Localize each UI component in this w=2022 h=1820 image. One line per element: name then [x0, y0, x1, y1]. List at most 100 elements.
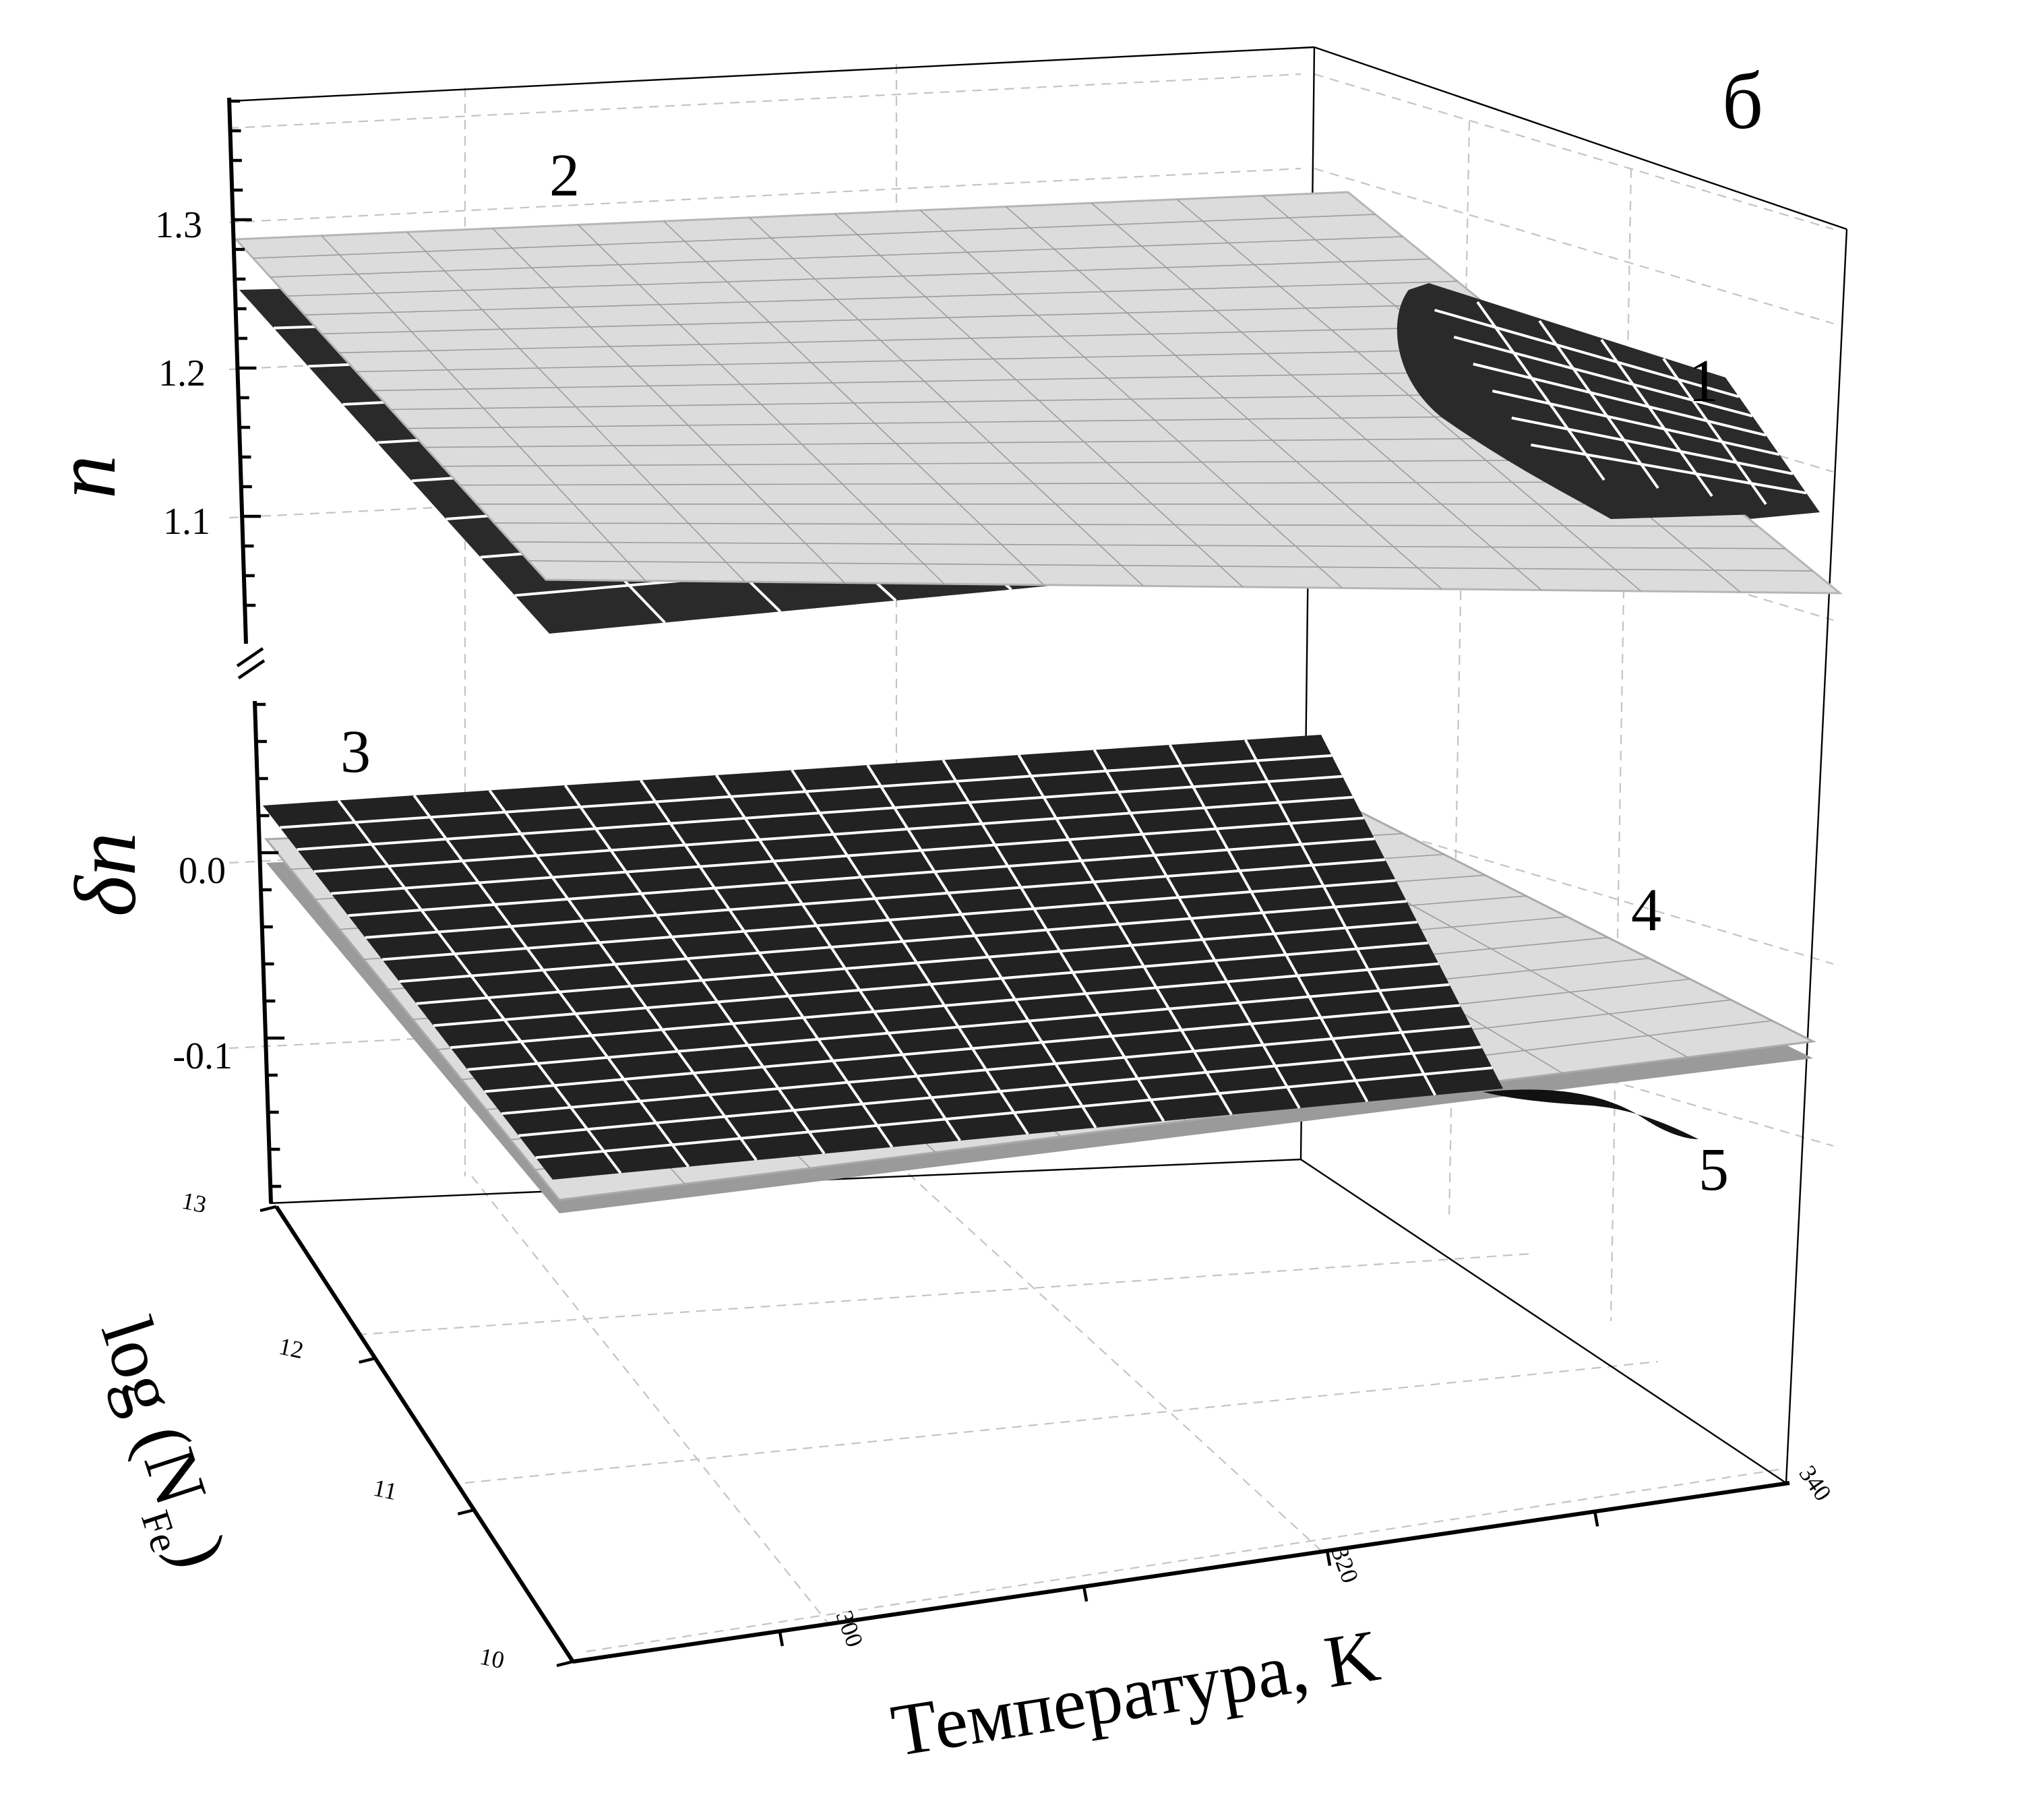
mesh-line	[1600, 338, 1713, 497]
mesh-line	[1492, 390, 1780, 456]
z-axis-upper	[227, 97, 248, 644]
x-tick	[1082, 1586, 1089, 1602]
y-tick-label: 10	[477, 1643, 507, 1674]
mesh-line	[442, 458, 1676, 467]
x-tick	[1325, 1550, 1332, 1567]
z-lower-tick-label: 0.0	[179, 850, 226, 892]
mesh-line	[280, 754, 1332, 829]
y-axis-title-prefix: log (N	[86, 1308, 223, 1515]
mesh-line	[412, 794, 690, 1167]
y-axis	[274, 1205, 575, 1663]
surface-label: 1	[1688, 348, 1719, 415]
mesh-line	[1473, 363, 1767, 437]
y-tick	[556, 1660, 574, 1668]
surface-label: 5	[1698, 1136, 1729, 1203]
mesh-line	[348, 837, 1375, 917]
surface-1-exposed-mesh	[1434, 301, 1807, 506]
mesh-line	[339, 325, 1512, 354]
mesh-line	[488, 789, 758, 1161]
mesh-line	[390, 392, 1595, 411]
x-tick	[1593, 1511, 1599, 1527]
svg-text:log (NFe): log (NFe)	[73, 1308, 243, 1581]
surface-2-mesh	[253, 195, 1813, 593]
y-tick	[457, 1508, 474, 1516]
mesh-line	[1538, 320, 1659, 489]
z-lower-tick-labels: 0.0 -0.1	[173, 850, 233, 1077]
mesh-line	[467, 983, 1450, 1071]
mesh-line	[1531, 444, 1807, 495]
axes	[227, 97, 1790, 1668]
mesh-line	[715, 774, 961, 1142]
z-upper-tick-label: 1.2	[158, 353, 206, 394]
y-tick	[259, 1205, 277, 1213]
surface-5-fringe	[1483, 1089, 1698, 1139]
mesh-line	[494, 522, 1758, 527]
mesh-line	[640, 779, 894, 1148]
mesh-line	[321, 303, 1485, 335]
mesh-line	[1017, 754, 1233, 1116]
mesh-line	[399, 900, 1407, 983]
surface-3-mesh	[280, 739, 1493, 1174]
mesh-line	[365, 858, 1386, 939]
y-axis-title: log (NFe)	[73, 1308, 243, 1581]
mesh-line	[1476, 301, 1605, 481]
mesh-line	[416, 920, 1418, 1005]
x-axis-ticks	[778, 1511, 1599, 1647]
z-lower-tick-label: -0.1	[173, 1035, 233, 1077]
surface-label: 2	[549, 142, 580, 209]
mesh-line	[791, 769, 1029, 1135]
mesh-line	[1511, 417, 1794, 475]
surfaces	[233, 191, 1843, 1213]
y-tick-label: 11	[371, 1474, 399, 1505]
mesh-line	[331, 816, 1364, 895]
x-tick-label: 340	[1794, 1461, 1837, 1506]
mesh-line	[381, 879, 1397, 961]
mesh-line	[287, 258, 1430, 297]
z-upper-tick-label: 1.1	[163, 501, 210, 543]
y-tick-label: 12	[276, 1333, 306, 1364]
mesh-line	[511, 541, 1785, 549]
z-axis-lower	[253, 700, 273, 1204]
mesh-line	[373, 369, 1567, 392]
mesh-line	[1453, 336, 1753, 418]
mesh-line	[1244, 739, 1437, 1096]
mesh-line	[425, 436, 1649, 448]
axis-break-mark	[236, 647, 266, 679]
z-upper-tick-label: 1.3	[155, 204, 202, 246]
y-tick-label: 13	[179, 1187, 209, 1219]
mesh-line	[1168, 744, 1369, 1103]
x-tick-label: 300	[830, 1607, 868, 1650]
z-upper-tick-labels: 1.3 1.2 1.1	[155, 204, 210, 543]
mesh-line	[1093, 749, 1301, 1109]
surface-3	[263, 735, 1503, 1180]
mesh-line	[535, 1066, 1493, 1159]
mesh-line	[305, 280, 1458, 316]
mesh-line	[1434, 309, 1740, 398]
mesh-line	[450, 962, 1439, 1050]
mesh-line	[270, 236, 1403, 278]
panel-label: б	[1722, 56, 1763, 146]
floor-grid	[357, 1162, 1780, 1653]
mesh-line	[501, 1025, 1471, 1116]
mesh-line	[518, 1045, 1482, 1137]
mesh-line	[942, 759, 1165, 1122]
x-tick-label: 320	[1326, 1543, 1364, 1586]
mesh-line	[337, 799, 622, 1174]
mesh-line	[460, 481, 1704, 486]
mesh-line	[866, 764, 1097, 1128]
mesh-line	[433, 941, 1428, 1027]
y-tick	[359, 1356, 376, 1364]
x-tick	[778, 1631, 785, 1647]
mesh-line	[356, 347, 1539, 373]
mesh-line	[1662, 357, 1767, 506]
mesh-line	[253, 214, 1376, 259]
surface-label: 4	[1631, 877, 1661, 944]
mesh-line	[484, 1004, 1461, 1093]
mesh-line	[297, 775, 1343, 851]
z-minor-ticks	[229, 99, 285, 1188]
y-axis-ticks	[259, 1205, 574, 1668]
surface-1-exposed-region	[1397, 283, 1820, 519]
x-axis	[572, 1481, 1790, 1664]
